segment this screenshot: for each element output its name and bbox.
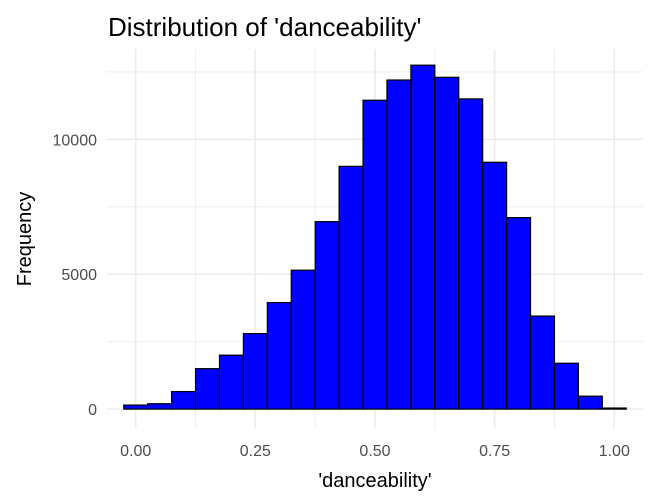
x-axis-label: 'danceability' <box>318 470 431 492</box>
histogram-bar <box>434 76 460 410</box>
histogram-bar <box>506 216 532 410</box>
histogram-bar <box>171 390 197 410</box>
histogram-bar <box>242 332 268 410</box>
histogram-bar <box>290 269 316 410</box>
histogram-bar <box>482 161 508 410</box>
histogram-bar <box>362 99 388 410</box>
histogram-bar <box>386 79 412 410</box>
histogram-bar <box>218 354 244 410</box>
histogram-bar <box>458 98 484 410</box>
histogram-bar <box>314 221 340 410</box>
y-tick-label: 0 <box>88 402 97 419</box>
x-tick-label: 0.00 <box>120 443 151 460</box>
histogram-bar <box>529 315 556 410</box>
x-tick-label: 0.75 <box>479 443 510 460</box>
histogram-bar <box>194 368 221 410</box>
x-tick-label: 0.50 <box>359 443 390 460</box>
histogram-bar <box>577 395 603 410</box>
y-tick-label: 5000 <box>61 267 97 284</box>
histogram-bar <box>601 407 627 410</box>
y-axis-ticks: 0 5000 10000 <box>53 132 98 419</box>
histogram-bar <box>410 64 436 410</box>
x-tick-label: 0.25 <box>240 443 271 460</box>
x-tick-label: 1.00 <box>599 443 630 460</box>
y-tick-label: 10000 <box>53 132 98 149</box>
histogram-bar <box>147 403 173 410</box>
histogram-bar <box>338 165 364 410</box>
histogram-bar <box>553 362 579 410</box>
histogram-bars <box>123 64 627 410</box>
histogram-bar <box>123 404 149 410</box>
histogram-bar <box>266 301 292 410</box>
x-axis-ticks: 0.00 0.25 0.50 0.75 1.00 <box>120 443 630 460</box>
y-axis-label: Frequency <box>14 192 36 287</box>
chart-title: Distribution of 'danceability' <box>108 12 421 42</box>
